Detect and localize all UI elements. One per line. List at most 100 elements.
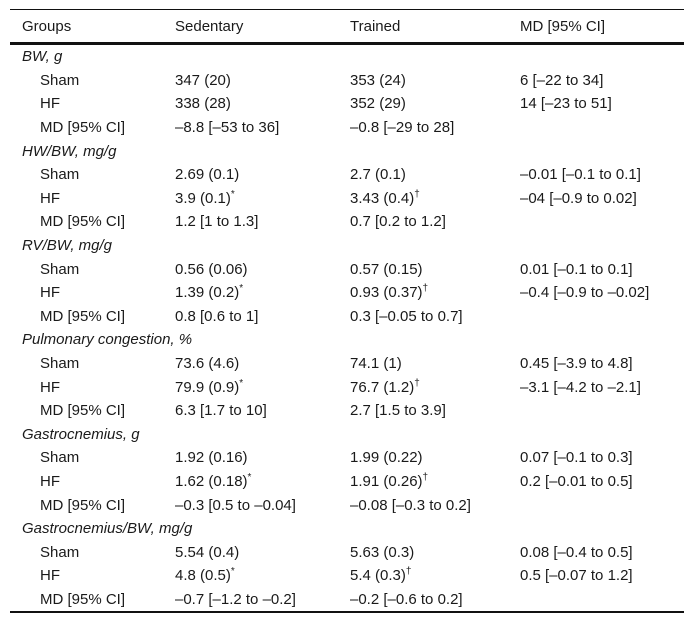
sedentary-value: –0.7 [–1.2 to –0.2] bbox=[175, 590, 296, 608]
row-label: MD [95% CI] bbox=[40, 496, 126, 514]
row-label: HF bbox=[40, 189, 60, 207]
row-label: MD [95% CI] bbox=[40, 213, 126, 231]
table-row: MD [95% CI] 1.2 [1 to 1.3] 0.7 [0.2 to 1.2… bbox=[10, 210, 684, 234]
trained-value: 0.7 [0.2 to 1.2] bbox=[350, 213, 446, 231]
md-ci-value bbox=[520, 588, 684, 613]
table-row: Sham 347 (20) 353 (24) 6 [–22 to 34] bbox=[10, 69, 684, 93]
section-header: RV/BW, mg/g bbox=[22, 237, 113, 255]
section-header-row: RV/BW, mg/g bbox=[10, 234, 684, 258]
sedentary-value: 3.9 (0.1)* bbox=[175, 188, 235, 207]
trained-value: 0.93 (0.37)† bbox=[350, 283, 429, 302]
column-header-trained: Trained bbox=[350, 9, 520, 45]
section-header: Gastrocnemius, g bbox=[22, 425, 140, 443]
section-header-row: HW/BW, mg/g bbox=[10, 139, 684, 163]
row-label: HF bbox=[40, 95, 60, 113]
table-row: Sham 0.56 (0.06) 0.57 (0.15) 0.01 [–0.1 to … bbox=[10, 257, 684, 281]
md-ci-value: 0.01 [–0.1 to 0.1] bbox=[520, 260, 633, 278]
significance-marker: * bbox=[247, 471, 252, 483]
trained-value: 1.91 (0.26)† bbox=[350, 471, 429, 490]
md-ci-value: –04 [–0.9 to 0.02] bbox=[520, 189, 637, 207]
significance-marker: † bbox=[422, 283, 429, 295]
row-label: Sham bbox=[40, 71, 80, 89]
trained-value: 0.3 [–0.05 to 0.7] bbox=[350, 307, 463, 325]
section-header-row: Gastrocnemius, g bbox=[10, 423, 684, 447]
row-label: MD [95% CI] bbox=[40, 590, 126, 608]
significance-marker: † bbox=[414, 377, 420, 389]
sedentary-value: 1.62 (0.18)* bbox=[175, 471, 252, 490]
row-label: MD [95% CI] bbox=[40, 307, 126, 325]
significance-marker: † bbox=[405, 566, 412, 578]
row-label: HF bbox=[40, 472, 60, 490]
trained-value: 5.4 (0.3)† bbox=[350, 566, 412, 585]
md-ci-value bbox=[520, 399, 684, 423]
sedentary-value: 5.54 (0.4) bbox=[175, 543, 240, 561]
sedentary-value: 4.8 (0.5)* bbox=[175, 566, 235, 585]
trained-value: 74.1 (1) bbox=[350, 355, 402, 373]
md-ci-value: –0.4 [–0.9 to –0.02] bbox=[520, 284, 650, 302]
table-header-row: Groups Sedentary Trained MD [95% CI] bbox=[10, 9, 684, 45]
trained-value: 353 (24) bbox=[350, 71, 406, 89]
md-ci-value: 6 [–22 to 34] bbox=[520, 71, 604, 89]
section-header-row: Pulmonary congestion, % bbox=[10, 328, 684, 352]
sedentary-value: 0.56 (0.06) bbox=[175, 260, 248, 278]
table-row: HF 79.9 (0.9)* 76.7 (1.2)† –3.1 [–4.2 to –2… bbox=[10, 375, 684, 399]
md-ci-value: –0.01 [–0.1 to 0.1] bbox=[520, 166, 641, 184]
md-ci-value bbox=[520, 305, 684, 329]
section-header-row: Gastrocnemius/BW, mg/g bbox=[10, 517, 684, 541]
trained-value: 0.57 (0.15) bbox=[350, 260, 423, 278]
table-row: MD [95% CI] –0.3 [0.5 to –0.04] –0.08 [–0.… bbox=[10, 493, 684, 517]
table-row: Sham 2.69 (0.1) 2.7 (0.1) –0.01 [–0.1 to 0.… bbox=[10, 163, 684, 187]
trained-value: 5.63 (0.3) bbox=[350, 543, 415, 561]
significance-marker: † bbox=[422, 471, 429, 483]
significance-marker: * bbox=[239, 377, 244, 389]
section-header-row: BW, g bbox=[10, 44, 684, 69]
table-row: Sham 73.6 (4.6) 74.1 (1) 0.45 [–3.9 to 4.8] bbox=[10, 352, 684, 376]
sedentary-value: 6.3 [1.7 to 10] bbox=[175, 402, 267, 420]
row-label: Sham bbox=[40, 260, 80, 278]
row-label: MD [95% CI] bbox=[40, 119, 126, 137]
row-label: HF bbox=[40, 567, 60, 585]
column-header-md-ci: MD [95% CI] bbox=[520, 9, 684, 45]
sedentary-value: 2.69 (0.1) bbox=[175, 166, 240, 184]
trained-value: 352 (29) bbox=[350, 95, 406, 113]
sedentary-value: 0.8 [0.6 to 1] bbox=[175, 307, 259, 325]
row-label: HF bbox=[40, 378, 60, 396]
sedentary-value: 1.39 (0.2)* bbox=[175, 283, 244, 302]
column-header-sedentary: Sedentary bbox=[175, 9, 350, 45]
section-header: Pulmonary congestion, % bbox=[22, 331, 193, 349]
table-row: MD [95% CI] 0.8 [0.6 to 1] 0.3 [–0.05 to 0… bbox=[10, 305, 684, 329]
trained-value: –0.2 [–0.6 to 0.2] bbox=[350, 590, 463, 608]
trained-value: 3.43 (0.4)† bbox=[350, 188, 420, 207]
row-label: MD [95% CI] bbox=[40, 402, 126, 420]
section-header: Gastrocnemius/BW, mg/g bbox=[22, 520, 193, 538]
trained-value: 1.99 (0.22) bbox=[350, 449, 423, 467]
column-header-groups: Groups bbox=[10, 9, 175, 45]
sedentary-value: –0.3 [0.5 to –0.04] bbox=[175, 496, 296, 514]
row-label: Sham bbox=[40, 355, 80, 373]
significance-marker: * bbox=[239, 283, 244, 295]
significance-marker: * bbox=[230, 566, 235, 578]
table-row: MD [95% CI] 6.3 [1.7 to 10] 2.7 [1.5 to 3.… bbox=[10, 399, 684, 423]
table-row: MD [95% CI] –0.7 [–1.2 to –0.2] –0.2 [–0.6… bbox=[10, 588, 684, 613]
trained-value: –0.8 [–29 to 28] bbox=[350, 119, 455, 137]
md-ci-value bbox=[520, 116, 684, 140]
row-label: Sham bbox=[40, 166, 80, 184]
sedentary-value: 347 (20) bbox=[175, 71, 231, 89]
row-label: HF bbox=[40, 284, 60, 302]
md-ci-value bbox=[520, 493, 684, 517]
md-ci-value: 0.2 [–0.01 to 0.5] bbox=[520, 472, 633, 490]
trained-value: 76.7 (1.2)† bbox=[350, 377, 420, 396]
significance-marker: † bbox=[414, 188, 420, 200]
md-ci-value: 0.45 [–3.9 to 4.8] bbox=[520, 355, 633, 373]
table-row: HF 338 (28) 352 (29) 14 [–23 to 51] bbox=[10, 92, 684, 116]
sedentary-value: 79.9 (0.9)* bbox=[175, 377, 244, 396]
table-row: Sham 1.92 (0.16) 1.99 (0.22) 0.07 [–0.1 to … bbox=[10, 446, 684, 470]
sedentary-value: 338 (28) bbox=[175, 95, 231, 113]
trained-value: –0.08 [–0.3 to 0.2] bbox=[350, 496, 471, 514]
trained-value: 2.7 (0.1) bbox=[350, 166, 406, 184]
md-ci-value: 14 [–23 to 51] bbox=[520, 95, 612, 113]
table-row: HF 1.39 (0.2)* 0.93 (0.37)† –0.4 [–0.9 to –… bbox=[10, 281, 684, 305]
table-row: Sham 5.54 (0.4) 5.63 (0.3) 0.08 [–0.4 to 0.… bbox=[10, 540, 684, 564]
section-header: HW/BW, mg/g bbox=[22, 142, 117, 160]
